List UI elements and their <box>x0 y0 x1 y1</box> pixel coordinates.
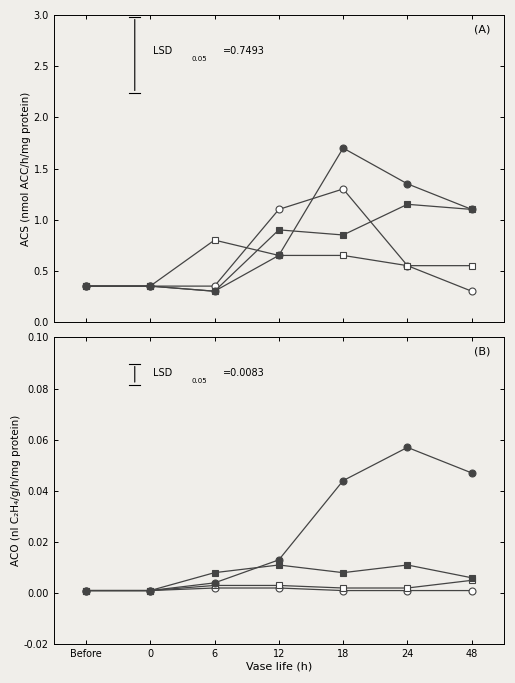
Text: LSD: LSD <box>153 46 172 56</box>
Text: LSD: LSD <box>153 368 172 378</box>
Text: 0.05: 0.05 <box>191 56 207 62</box>
Text: (A): (A) <box>474 25 490 34</box>
Text: 0.05: 0.05 <box>191 378 207 384</box>
Text: =0.0083: =0.0083 <box>222 368 264 378</box>
Text: =0.7493: =0.7493 <box>222 46 264 56</box>
Y-axis label: ACS (nmol ACC/h/mg protein): ACS (nmol ACC/h/mg protein) <box>21 92 30 246</box>
Text: (B): (B) <box>474 347 490 357</box>
Y-axis label: ACO (nl C₂H₄/g/h/mg protein): ACO (nl C₂H₄/g/h/mg protein) <box>11 415 21 566</box>
X-axis label: Vase life (h): Vase life (h) <box>246 662 312 672</box>
